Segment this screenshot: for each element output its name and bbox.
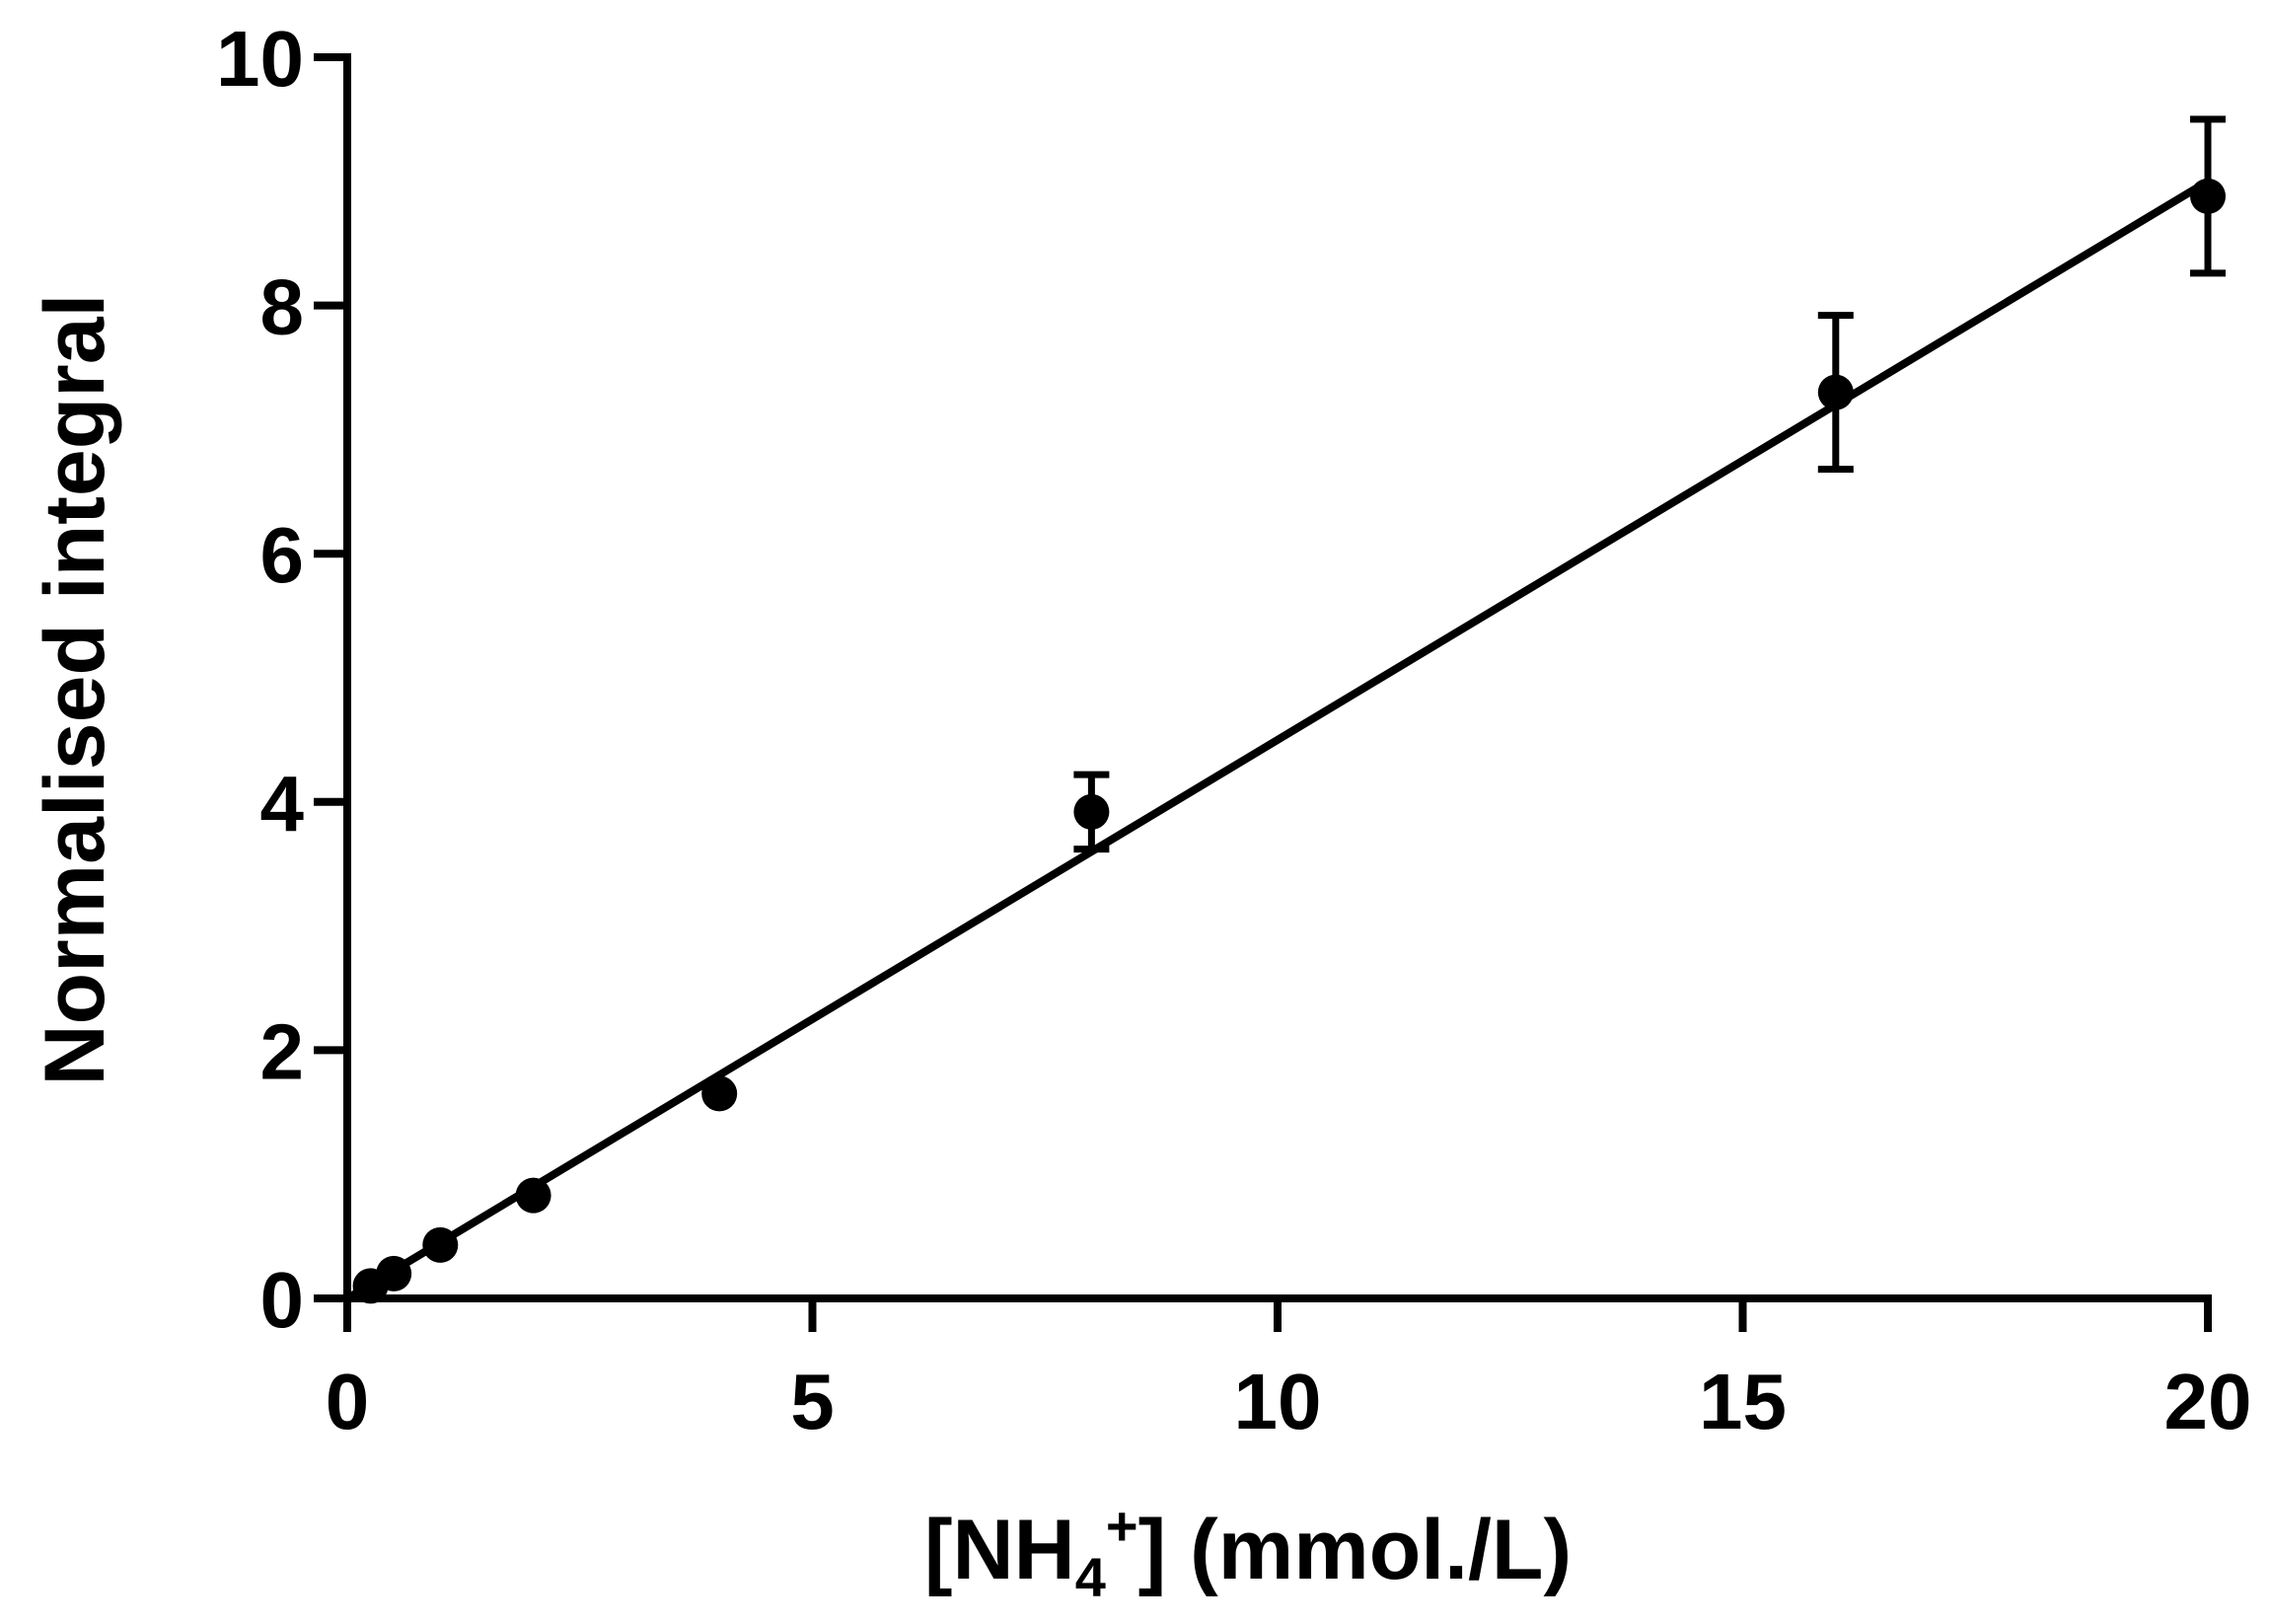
axes: 0 5 10 15 20 0 2 4 6 8 10 (216, 15, 2251, 1445)
x-tick-label: 5 (790, 1358, 835, 1445)
tick-labels: 0 5 10 15 20 0 2 4 6 8 10 (216, 15, 2251, 1445)
data-point (515, 1177, 551, 1214)
x-tick-label: 15 (1699, 1358, 1787, 1445)
y-tick-label: 2 (260, 1007, 305, 1095)
plot-area (344, 115, 2226, 1304)
data-point (376, 1255, 412, 1292)
x-tick-label: 20 (2164, 1358, 2252, 1445)
x-axis-title-prefix: [NH (924, 1503, 1075, 1597)
y-tick-label: 0 (260, 1256, 305, 1344)
x-axis-title: [NH4+] (mmol./L) (924, 1495, 1572, 1608)
y-axis-title: Normalised integral (28, 294, 122, 1086)
data-point (1073, 793, 1110, 830)
y-tick-label: 6 (260, 511, 305, 599)
y-tick-label: 4 (260, 760, 305, 848)
y-tick-label: 8 (260, 263, 305, 351)
y-tick-label: 10 (216, 15, 304, 103)
data-point (2190, 178, 2226, 214)
x-tick-label: 10 (1234, 1358, 1322, 1445)
fit-line (344, 178, 2211, 1302)
x-tick-label: 0 (326, 1358, 370, 1445)
x-axis-title-superscript: + (1106, 1495, 1138, 1557)
x-axis-title-suffix: ] (mmol./L) (1138, 1503, 1573, 1597)
x-axis-title-subscript: 4 (1075, 1546, 1106, 1608)
data-point (422, 1226, 459, 1263)
data-point (701, 1075, 738, 1112)
data-point (1817, 374, 1854, 410)
tick-marks (314, 53, 2212, 1332)
